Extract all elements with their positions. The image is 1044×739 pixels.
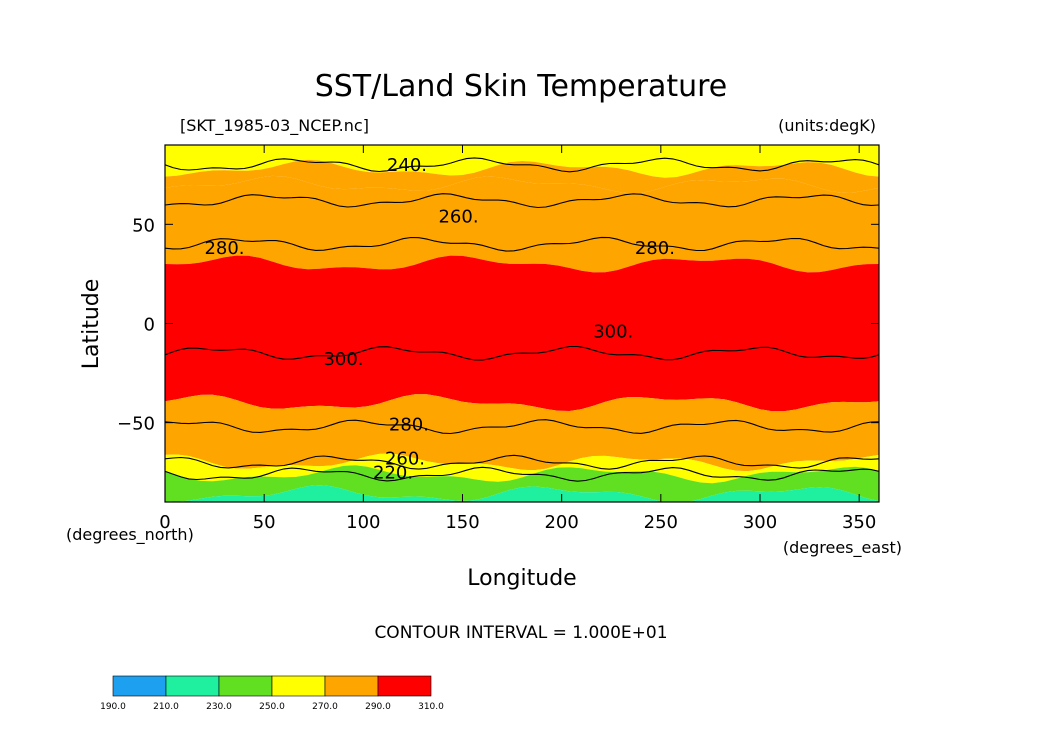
units-label: (units:degK) — [778, 116, 876, 135]
contour-line-280 — [165, 236, 879, 252]
contour-line-240 — [165, 157, 879, 173]
contour-label: 220. — [373, 462, 413, 483]
colorbar-swatch — [112, 675, 167, 697]
contour-label: 300. — [593, 321, 633, 342]
x-unit-label: (degrees_east) — [783, 538, 902, 558]
contour-label: 260. — [385, 448, 425, 469]
contour-label: 300. — [323, 349, 363, 370]
y-tick-label: 0 — [144, 315, 155, 336]
contour-lines — [165, 157, 879, 482]
y-unit-label: (degrees_north) — [66, 525, 194, 545]
contour-label: 260. — [438, 206, 478, 227]
contour-label: 280. — [635, 238, 675, 259]
band-240-6 — [165, 465, 879, 502]
contour-interval-text: CONTOUR INTERVAL = 1.000E+01 — [374, 623, 667, 643]
colorbar-level-label: 190.0 — [100, 702, 126, 712]
band-260-5 — [165, 453, 879, 484]
colorbar-level-label: 310.0 — [418, 702, 444, 712]
x-tick-label: 350 — [842, 512, 876, 533]
colorbar-swatch — [271, 675, 326, 697]
colorbar-level-label: 210.0 — [153, 702, 179, 712]
x-tick-label: 150 — [445, 512, 479, 533]
y-axis-title: Latitude — [79, 279, 104, 370]
band-250-0 — [165, 145, 879, 178]
contour-label: 280. — [204, 238, 244, 259]
contour-line-280 — [165, 419, 879, 435]
x-tick-label: 100 — [346, 512, 380, 533]
colorbar-level-label: 270.0 — [312, 702, 338, 712]
contour-label: 240. — [387, 155, 427, 176]
temperature-bands — [165, 145, 879, 502]
band-270-1 — [165, 159, 879, 194]
contour-line-260 — [165, 454, 879, 470]
file-label: [SKT_1985-03_NCEP.nc] — [180, 116, 369, 136]
band-220-7 — [165, 485, 879, 502]
band-300-3 — [165, 255, 879, 412]
x-tick-label: 250 — [644, 512, 678, 533]
colorbar-level-label: 250.0 — [259, 702, 285, 712]
x-tick-label: 300 — [743, 512, 777, 533]
contour-labels: 240.260.280. 280.300.300.280.260.220. — [204, 155, 674, 483]
x-tick-label: 50 — [253, 512, 276, 533]
contour-label: 280. — [389, 415, 429, 436]
colorbar-swatch — [218, 675, 273, 697]
band-280-4 — [165, 394, 879, 472]
contour-line-240 — [165, 466, 879, 482]
colorbar-swatch — [377, 675, 432, 697]
contour-line-300 — [165, 345, 879, 361]
plot-area: 240.260.280. 280.300.300.280.260.220. — [164, 144, 880, 503]
y-tick-label: 50 — [132, 215, 155, 236]
y-axis: −50 0 50 — [117, 215, 879, 435]
band-280-2 — [165, 175, 879, 273]
x-axis-title: Longitude — [467, 566, 576, 591]
colorbar-swatch — [165, 675, 220, 697]
x-tick-label: 200 — [544, 512, 578, 533]
chart-title: SST/Land Skin Temperature — [315, 69, 728, 104]
x-tick-label: 0 — [159, 512, 170, 533]
colorbar-swatch — [324, 675, 379, 697]
y-tick-label: −50 — [117, 414, 155, 435]
colorbar-level-label: 290.0 — [365, 702, 391, 712]
colorbar: 190.0 210.0 230.0 250.0 270.0 290.0 310.0 — [100, 675, 444, 712]
x-axis: 0 50 100 150 200 250 300 350 — [159, 145, 876, 533]
colorbar-level-label: 230.0 — [206, 702, 232, 712]
contour-line-260 — [165, 193, 879, 209]
